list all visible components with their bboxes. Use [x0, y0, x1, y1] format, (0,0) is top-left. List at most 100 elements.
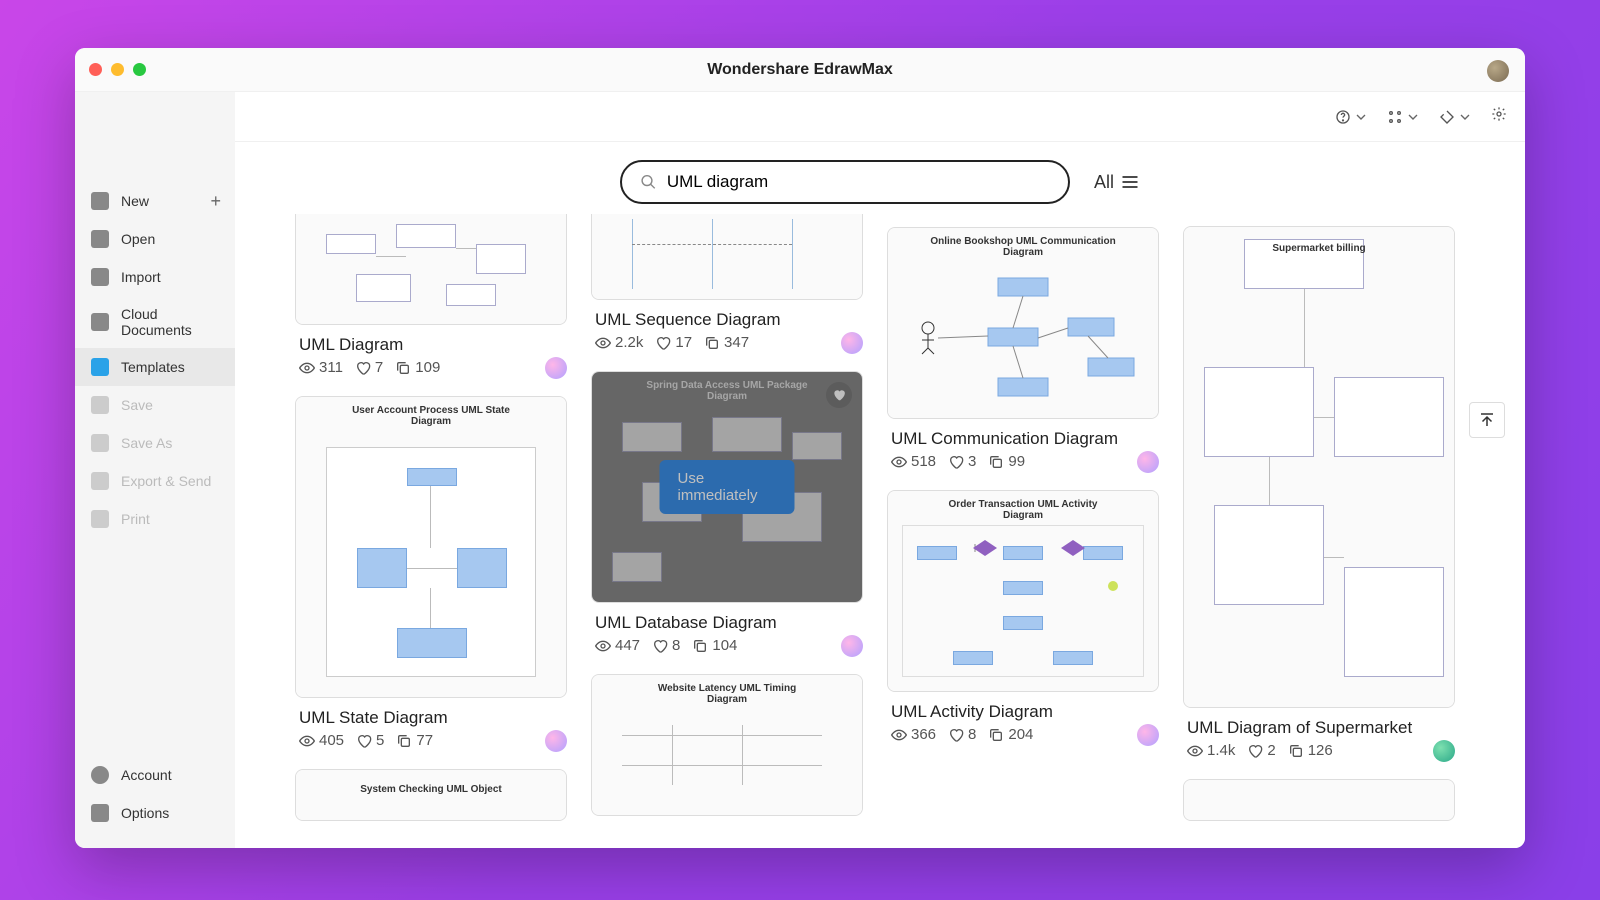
menu-icon	[1120, 172, 1140, 192]
template-card[interactable]: Supermarket billing	[1183, 226, 1455, 708]
sidebar-item-import[interactable]: Import	[75, 258, 235, 296]
copy-icon	[988, 454, 1004, 470]
card-title: UML Diagram	[295, 335, 567, 355]
sidebar-item-options[interactable]: Options	[75, 794, 235, 832]
thumbnail	[296, 214, 566, 324]
template-card[interactable]: User Account Process UML StateDiagram	[295, 396, 567, 698]
scroll-top-button[interactable]	[1469, 402, 1505, 438]
close-dot[interactable]	[89, 63, 102, 76]
card-title: UML Database Diagram	[591, 613, 863, 633]
eye-icon	[1187, 743, 1203, 759]
templates-icon	[91, 358, 109, 376]
card-meta: 366 8 204	[887, 726, 1159, 745]
thumbnail	[592, 214, 862, 299]
app-window: Wondershare EdrawMax New +	[75, 48, 1525, 848]
toolbar	[75, 92, 1525, 142]
eye-icon	[299, 733, 315, 749]
template-card-hovered[interactable]: Spring Data Access UML PackageDiagram Us…	[591, 371, 863, 603]
sidebar: New + Open Import Cloud Documents Templa…	[75, 92, 235, 848]
eye-icon	[595, 638, 611, 654]
copy-icon	[1288, 743, 1304, 759]
heart-icon	[948, 727, 964, 743]
thumbnail: Online Bookshop UML CommunicationDiagram	[888, 228, 1158, 418]
sidebar-item-label: Export & Send	[121, 473, 211, 489]
cloud-icon	[91, 313, 109, 331]
card-meta: 2.2k 17 347	[591, 334, 863, 353]
folder-icon	[91, 230, 109, 248]
heart-icon	[948, 454, 964, 470]
author-avatar[interactable]	[1137, 451, 1159, 473]
heart-icon	[1247, 743, 1263, 759]
sidebar-item-export: Export & Send	[75, 462, 235, 500]
card-title: UML Sequence Diagram	[591, 310, 863, 330]
apps-icon[interactable]	[1387, 109, 1421, 125]
saveas-icon	[91, 434, 109, 452]
sidebar-item-open[interactable]: Open	[75, 220, 235, 258]
thumbnail: Website Latency UML TimingDiagram	[592, 675, 862, 815]
sidebar-item-label: Import	[121, 269, 161, 285]
main-content: All UML Diagram	[235, 142, 1525, 848]
export-icon	[91, 472, 109, 490]
sidebar-item-templates[interactable]: Templates	[75, 348, 235, 386]
template-card[interactable]: System Checking UML Object	[295, 769, 567, 821]
thumbnail: Spring Data Access UML PackageDiagram Us…	[592, 372, 862, 602]
author-avatar[interactable]	[545, 730, 567, 752]
author-avatar[interactable]	[1433, 740, 1455, 762]
copy-icon	[395, 360, 411, 376]
thumbnail: Supermarket billing	[1184, 227, 1454, 707]
card-meta: 518 3 99	[887, 453, 1159, 472]
thumbnail	[1184, 780, 1454, 820]
thumbnail: System Checking UML Object	[296, 770, 566, 820]
copy-icon	[692, 638, 708, 654]
cards-grid: UML Diagram 311 7 109 User Account Proce…	[295, 214, 1479, 848]
template-card[interactable]	[295, 214, 567, 325]
eye-icon	[891, 454, 907, 470]
plus-icon[interactable]: +	[210, 191, 221, 212]
heart-icon	[355, 360, 371, 376]
template-card[interactable]	[591, 214, 863, 300]
card-title: UML Communication Diagram	[887, 429, 1159, 449]
print-icon	[91, 510, 109, 528]
use-immediately-button[interactable]: Use immediately	[660, 460, 795, 514]
heart-icon	[655, 335, 671, 351]
save-icon	[91, 396, 109, 414]
sidebar-item-label: Save As	[121, 435, 172, 451]
thumbnail: User Account Process UML StateDiagram	[296, 397, 566, 697]
author-avatar[interactable]	[841, 332, 863, 354]
search-input[interactable]	[667, 172, 1050, 192]
tag-icon[interactable]	[1439, 109, 1473, 125]
options-icon	[91, 804, 109, 822]
sidebar-item-label: Account	[121, 767, 172, 783]
zoom-dot[interactable]	[133, 63, 146, 76]
search-box[interactable]	[620, 160, 1070, 204]
sidebar-item-new[interactable]: New +	[75, 182, 235, 220]
eye-icon	[299, 360, 315, 376]
author-avatar[interactable]	[841, 635, 863, 657]
template-card[interactable]: Website Latency UML TimingDiagram	[591, 674, 863, 816]
card-title: UML State Diagram	[295, 708, 567, 728]
favorite-button[interactable]	[826, 382, 852, 408]
sidebar-item-label: Cloud Documents	[121, 306, 219, 338]
sidebar-item-label: Save	[121, 397, 153, 413]
thumbnail: Order Transaction UML ActivityDiagram	[888, 491, 1158, 691]
help-icon[interactable]	[1335, 109, 1369, 125]
filter-all[interactable]: All	[1094, 172, 1140, 193]
template-card[interactable]	[1183, 779, 1455, 821]
window-title: Wondershare EdrawMax	[75, 61, 1525, 79]
card-meta: 405 5 77	[295, 732, 567, 751]
template-card[interactable]: Online Bookshop UML CommunicationDiagram	[887, 227, 1159, 419]
filter-label: All	[1094, 172, 1114, 193]
author-avatar[interactable]	[1137, 724, 1159, 746]
sidebar-item-save: Save	[75, 386, 235, 424]
gear-icon[interactable]	[1491, 106, 1507, 127]
minimize-dot[interactable]	[111, 63, 124, 76]
copy-icon	[704, 335, 720, 351]
search-row: All	[235, 142, 1525, 210]
author-avatar[interactable]	[545, 357, 567, 379]
sidebar-item-cloud[interactable]: Cloud Documents	[75, 296, 235, 348]
card-title: UML Diagram of Supermarket	[1183, 718, 1455, 738]
titlebar: Wondershare EdrawMax	[75, 48, 1525, 92]
user-avatar[interactable]	[1487, 60, 1509, 82]
template-card[interactable]: Order Transaction UML ActivityDiagram	[887, 490, 1159, 692]
sidebar-item-account[interactable]: Account	[75, 756, 235, 794]
